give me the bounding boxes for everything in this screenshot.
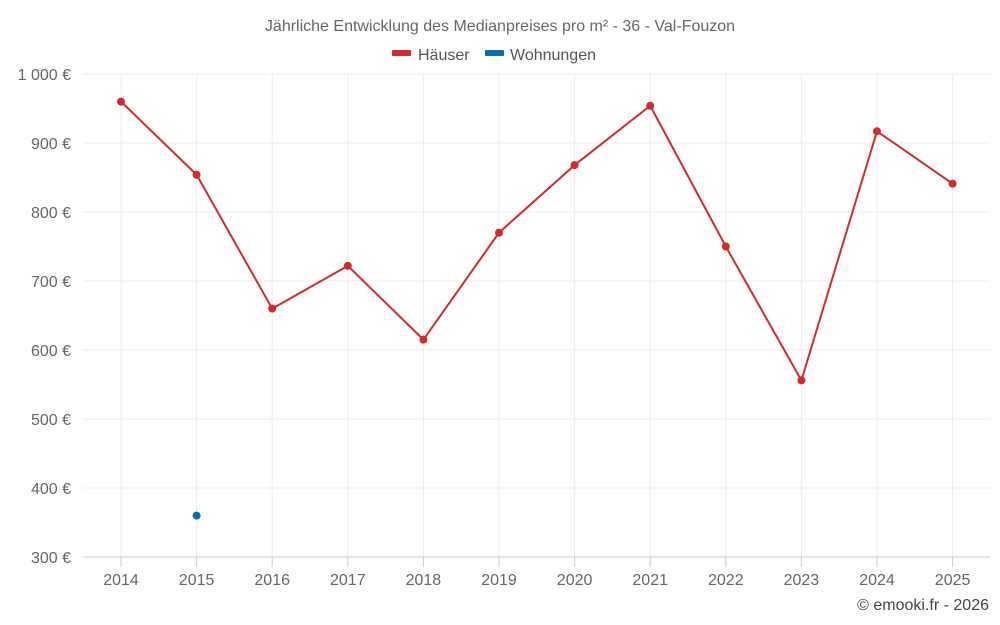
y-tick-label: 500 € — [31, 412, 71, 429]
legend-label-wohnungen[interactable]: Wohnungen — [510, 47, 596, 64]
x-tick-label: 2024 — [859, 572, 895, 589]
data-point-häuser-2022[interactable] — [721, 242, 730, 251]
y-tick-label: 800 € — [31, 205, 71, 222]
x-tick-label: 2022 — [708, 572, 744, 589]
x-tick-label: 2016 — [254, 572, 290, 589]
data-point-häuser-2020[interactable] — [570, 161, 579, 170]
y-tick-label: 700 € — [31, 274, 71, 291]
legend-swatch-wohnungen[interactable] — [485, 50, 504, 56]
x-tick-label: 2017 — [330, 572, 366, 589]
x-tick-label: 2015 — [179, 572, 215, 589]
y-tick-label: 300 € — [31, 550, 71, 567]
data-point-häuser-2021[interactable] — [646, 101, 655, 110]
data-point-häuser-2025[interactable] — [948, 179, 957, 188]
data-point-häuser-2016[interactable] — [268, 304, 277, 313]
data-point-häuser-2024[interactable] — [873, 127, 881, 136]
x-tick-label: 2018 — [406, 572, 442, 589]
data-point-häuser-2017[interactable] — [343, 261, 352, 270]
series-layer — [117, 97, 957, 520]
legend-swatch-häuser[interactable] — [392, 50, 411, 56]
series-line-häuser — [120, 100, 954, 382]
data-point-wohnungen-2015[interactable] — [192, 511, 201, 520]
legend: Häuser Wohnungen — [392, 47, 596, 64]
x-tick-label: 2025 — [935, 572, 971, 589]
copyright-footer: © emooki.fr - 2026 — [857, 597, 989, 614]
x-tick-label: 2021 — [632, 572, 668, 589]
x-tick-label: 2014 — [103, 572, 139, 589]
data-point-häuser-2014[interactable] — [117, 97, 125, 106]
x-tick-label: 2023 — [784, 572, 820, 589]
grid-lines — [83, 73, 990, 558]
y-tick-label: 400 € — [31, 481, 71, 498]
data-point-häuser-2015[interactable] — [192, 170, 201, 179]
legend-label-häuser[interactable]: Häuser — [418, 47, 470, 64]
y-tick-label: 900 € — [31, 136, 71, 153]
y-tick-label: 1 000 € — [18, 67, 71, 84]
axes: 300 € 400 € 500 € 600 € 700 € 800 € 900 € 1 000… — [18, 67, 990, 589]
x-tick-label: 2020 — [557, 572, 593, 589]
data-point-häuser-2023[interactable] — [797, 376, 806, 385]
x-tick-label: 2019 — [481, 572, 517, 589]
chart-title: Jährliche Entwicklung des Medianpreises … — [265, 18, 735, 35]
data-point-häuser-2019[interactable] — [495, 228, 503, 237]
data-point-häuser-2018[interactable] — [419, 335, 428, 344]
y-tick-label: 600 € — [31, 343, 71, 360]
